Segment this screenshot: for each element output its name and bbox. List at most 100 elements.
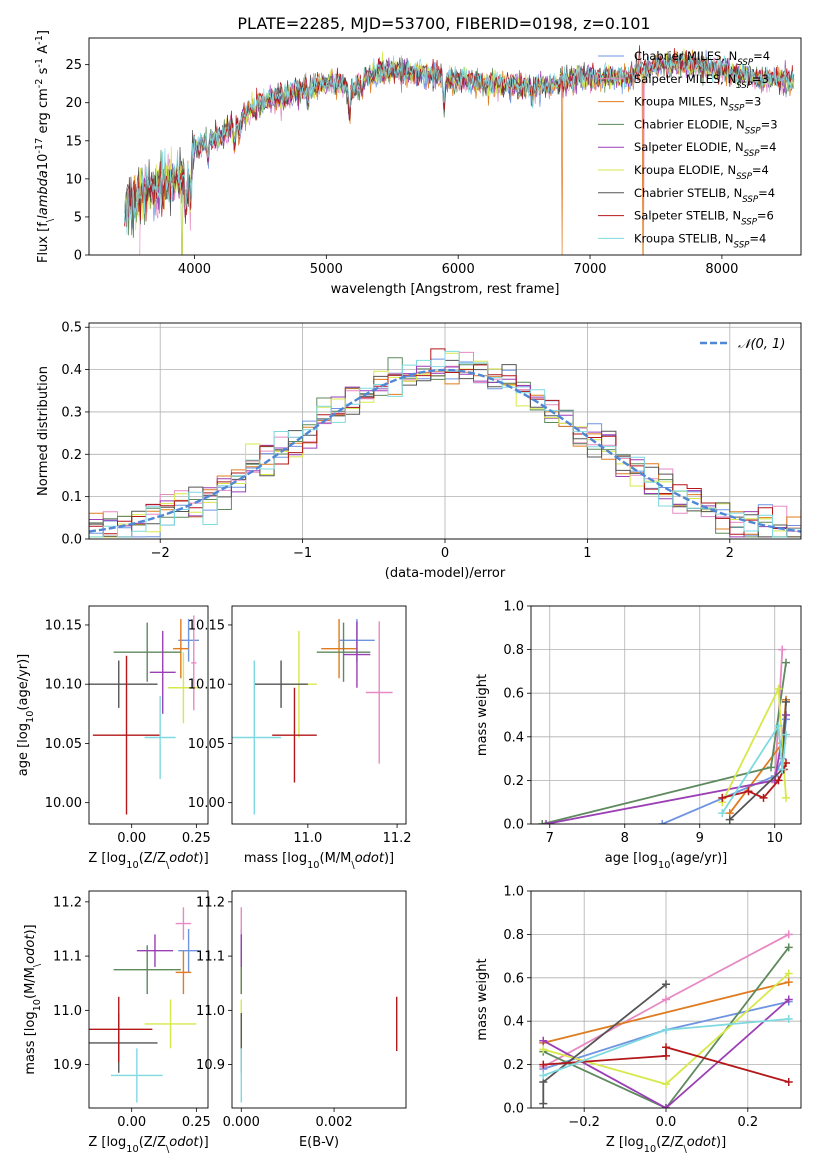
legend-label: Chabrier MILES, NSSP=4 [634,49,770,68]
y-tick-label: 10.10 [45,678,82,693]
mass-weight-marker [662,1043,670,1052]
y-tick-label: 0.6 [503,687,524,702]
mass-weight-marker [662,1104,670,1108]
legend-label: 𝒩(0, 1) [738,337,785,352]
axes-frame [530,605,802,825]
x-tick-label: 7000 [573,262,606,277]
plot-area [124,45,795,255]
mass-weight-marker [774,721,783,730]
y-tick-label: 10 [65,172,82,187]
mass-weight-marker [662,1025,670,1034]
y-tick-label: 0.0 [61,533,82,548]
mass-weight-marker [759,793,768,802]
y-tick-label: 0.1 [61,490,82,505]
y-tick-label: 0.2 [503,774,524,789]
residual_histogram-panel: −2 −1 0 1 2 0.0 0.1 0.2 0.3 0.4 0.5 (data-model)/er… [36,321,802,581]
mass-weight-marker [662,1080,670,1089]
spectrum-legend: Chabrier MILES, NSSP=4 Salpeter MILES, NS… [598,49,778,250]
mass-weight-marker [718,793,727,802]
mass-weight-marker [782,793,790,802]
histogram-step [89,350,801,538]
x-tick-label: 0.00 [117,1115,146,1130]
age_vs_Z-panel: 0.00 0.25 10.00 10.05 10.10 10.15 Z [log10(Z/Z… [16,605,211,871]
x-tick-label: 0.000 [223,1115,260,1130]
axes-frame [530,890,802,1109]
y-tick-label: 10.9 [196,1058,225,1073]
legend-label: Salpeter ELODIE, NSSP=4 [634,140,776,159]
x-tick-label: 1 [583,546,591,561]
y-tick-label: 0.0 [503,1102,524,1117]
y-tick-label: 11.1 [196,950,225,965]
mass-weight-line [543,981,789,1044]
normal-curve [89,368,801,533]
mass-weight-marker [784,969,793,978]
mass-weight-marker [542,820,550,824]
axes-frame [88,37,802,256]
y-tick-label: 10.10 [188,678,225,693]
x-axis-label: Z [log10(Z/Z\odot)] [606,1135,726,1155]
age_vs_mass-panel: 11.0 11.2 10.00 10.05 10.10 10.15 mass [log10(… [188,605,412,871]
y-tick-label: 0.4 [61,363,82,378]
mass-weight-marker [658,820,667,824]
y-tick-label: 10.00 [188,796,225,811]
axes-frame [88,322,802,540]
axes: 4000 5000 6000 7000 8000 0 5 10 15 20 25 wavelength… [34,30,802,297]
y-tick-label: 10.9 [53,1058,82,1073]
figure-title: PLATE=2285, MJD=53700, FIBERID=0198, z=0… [237,14,650,33]
legend-label: Kroupa STELIB, NSSP=4 [634,231,766,250]
y-tick-label: 25 [65,58,82,73]
legend-label: Kroupa ELODIE, NSSP=4 [634,163,769,182]
x-tick-label: 8 [621,831,629,846]
mass_vs_Z-panel: 0.00 0.25 10.9 11.0 11.1 11.2 Z [log10(Z/Z\odo… [23,890,211,1155]
y-tick-label: 10.00 [45,796,82,811]
mass-weight-marker [539,1060,548,1069]
plot-area [89,907,199,1103]
mass_vs_ebv-panel: 0.000 0.002 10.9 11.0 11.1 11.2 E(B-V) [196,890,407,1150]
y-tick-label: 0.2 [503,1058,524,1073]
x-tick-label: 2 [726,546,734,561]
y-tick-label: 5 [74,210,82,225]
y-tick-label: 10.05 [188,737,225,752]
plot-area [232,619,393,815]
x-tick-label: −0.2 [568,1115,600,1130]
x-tick-label: −2 [151,546,170,561]
x-tick-label: −1 [293,546,312,561]
y-tick-label: 0.3 [61,405,82,420]
y-tick-label: 10.15 [188,618,225,633]
mass-weight-marker [784,930,793,939]
plot-area [89,615,199,815]
x-tick-label: 0.25 [182,831,211,846]
x-tick-label: 0.0 [656,1115,677,1130]
y-tick-label: 1.0 [503,885,524,900]
y-axis-label: Flux [f\lambda10-17 erg cm-2 s-1 A-1] [34,30,56,263]
spectrum-line [124,45,795,227]
plot-area [89,348,801,538]
legend-label: Salpeter MILES, NSSP=3 [634,72,769,91]
y-axis-label: mass weight [475,958,490,1040]
mass-weight-marker [662,980,670,989]
spectrum-line [124,52,795,235]
x-tick-label: 11.0 [293,831,322,846]
mass-weight-marker [538,820,547,824]
mass-weight-marker [782,658,790,667]
x-tick-label: 4000 [178,262,211,277]
x-tick-label: 10 [766,831,783,846]
y-tick-label: 0.2 [61,448,82,463]
x-tick-label: 8000 [705,262,738,277]
mass-weight-marker [778,645,787,654]
plot-area [538,645,790,824]
legend-label: Salpeter STELIB, NSSP=6 [634,209,774,228]
mass-weight-marker [784,995,793,1004]
y-tick-label: 0.6 [503,971,524,986]
x-axis-label: E(B-V) [299,1135,339,1150]
y-tick-label: 0.5 [61,321,82,336]
axes: 0.00 0.25 10.00 10.05 10.10 10.15 Z [log10(Z/Z… [16,605,211,871]
y-axis-label: mass [log10(M/M\odot)] [23,924,43,1074]
y-tick-label: 20 [65,96,82,111]
x-axis-label: Z [log10(Z/Z\odot)] [88,1135,208,1155]
mass-weight-marker [784,1015,793,1024]
plot-area [539,930,793,1108]
y-tick-label: 11.2 [196,895,225,910]
y-tick-label: 11.1 [53,950,82,965]
y-tick-label: 0 [74,249,82,264]
